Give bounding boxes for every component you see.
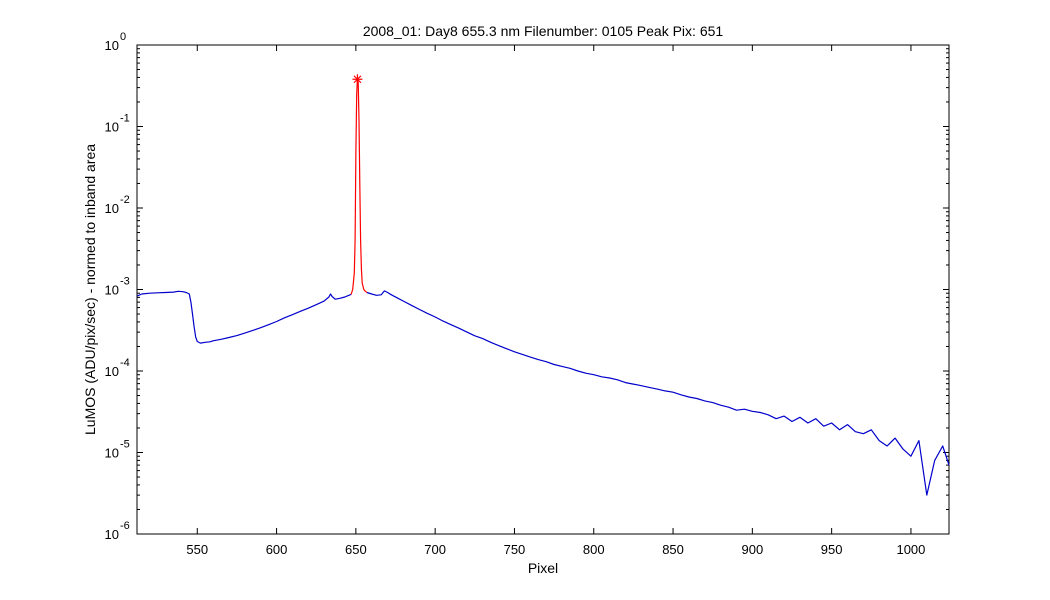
- series-line-2: [350, 78, 368, 295]
- y-tick-exponent: -3: [120, 276, 130, 288]
- x-tick-label: 950: [821, 542, 843, 557]
- series-layer: [136, 78, 950, 496]
- x-tick-label: 900: [741, 542, 763, 557]
- plot-area: [136, 44, 950, 535]
- y-tick-label: 10: [105, 120, 119, 135]
- y-tick-label: 10: [105, 527, 119, 542]
- series-line-1: [136, 290, 352, 344]
- x-tick-label: 600: [266, 542, 288, 557]
- y-tick-label: 10: [105, 201, 119, 216]
- peak-marker-stroke: [353, 75, 362, 84]
- peak-marker: [352, 74, 363, 85]
- x-tick-label: 700: [424, 542, 446, 557]
- y-tick-exponent: -6: [120, 520, 130, 532]
- x-tick-label: 650: [345, 542, 367, 557]
- y-tick-label: 10: [105, 364, 119, 379]
- y-tick-exponent: 0: [120, 31, 126, 43]
- x-axis-ticks: 550 600 650 700 750 800 850 900 950 1000: [186, 45, 925, 557]
- y-tick-exponent: -4: [120, 357, 130, 369]
- x-tick-label: 850: [662, 542, 684, 557]
- series-line-3: [366, 290, 950, 496]
- y-tick-label: 10: [105, 283, 119, 298]
- chart-title: 2008_01: Day8 655.3 nm Filenumber: 0105 …: [363, 23, 724, 39]
- x-tick-label: 1000: [896, 542, 925, 557]
- y-tick-label: 10: [105, 38, 119, 53]
- y-tick-label: 10: [105, 446, 119, 461]
- marker-layer: [352, 74, 363, 85]
- x-axis-label: Pixel: [528, 560, 558, 576]
- x-tick-label: 550: [186, 542, 208, 557]
- y-tick-exponent: -1: [120, 113, 130, 125]
- y-tick-exponent: -2: [120, 194, 130, 206]
- y-tick-exponent: -5: [120, 439, 130, 451]
- x-tick-label: 750: [504, 542, 526, 557]
- y-axis-label: LuMOS (ADU/pix/sec) - normed to inband a…: [82, 144, 98, 435]
- x-tick-label: 800: [583, 542, 605, 557]
